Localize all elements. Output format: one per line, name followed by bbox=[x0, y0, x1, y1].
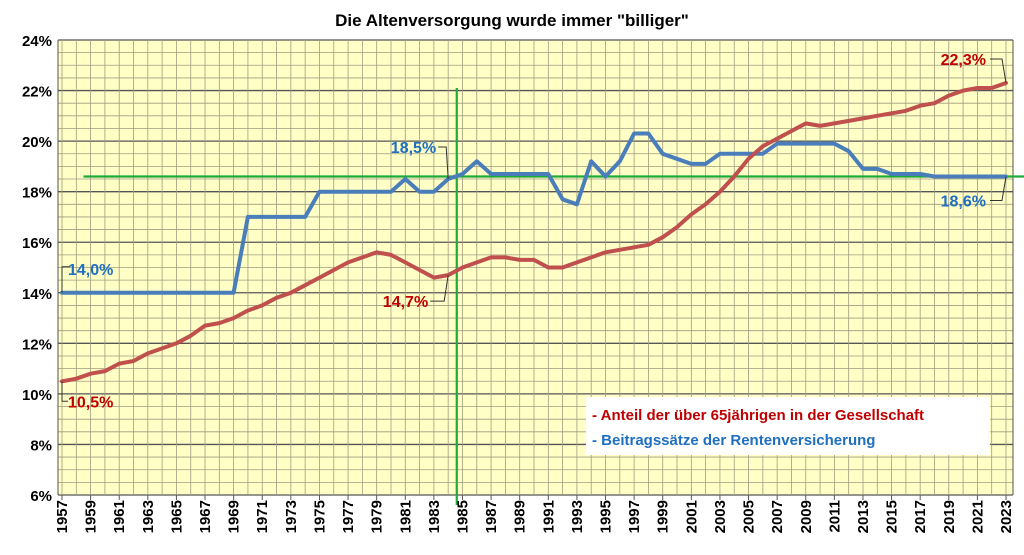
x-tick-label: 1959 bbox=[83, 500, 100, 533]
x-tick-label: 2011 bbox=[826, 500, 843, 533]
y-axis: 6% 8% 10% 12% 14% 16% 18% 20% 22% 24% bbox=[22, 33, 52, 505]
x-tick-label: 1979 bbox=[369, 500, 386, 533]
x-tick-label: 1993 bbox=[569, 500, 586, 533]
annotations: 14,0% 10,5% 18,5% 14,7% 22,3% 18,6% bbox=[61, 52, 1007, 411]
x-tick-label: 2013 bbox=[855, 500, 872, 533]
y-tick-label: 22% bbox=[22, 84, 52, 101]
data-label: 10,5% bbox=[68, 394, 113, 411]
x-tick-label: 2023 bbox=[998, 500, 1015, 533]
x-tick-label: 1971 bbox=[254, 500, 271, 533]
annotation-leader-line bbox=[990, 58, 1007, 84]
x-tick-label: 1991 bbox=[540, 500, 557, 533]
data-label: 22,3% bbox=[941, 52, 986, 69]
annotation-leader-line bbox=[61, 266, 70, 293]
x-tick-label: 1977 bbox=[340, 500, 357, 533]
legend-entry-contribution-rate: - Beitragssätze der Rentenversicherung bbox=[592, 432, 875, 449]
x-tick-label: 2001 bbox=[683, 500, 700, 533]
y-tick-label: 10% bbox=[22, 387, 52, 404]
x-tick-label: 1969 bbox=[226, 500, 243, 533]
x-tick-label: 2007 bbox=[769, 500, 786, 533]
x-tick-label: 1983 bbox=[426, 500, 443, 533]
reference-lines bbox=[83, 88, 1024, 505]
annotation-leader-line bbox=[990, 176, 1007, 201]
y-tick-label: 12% bbox=[22, 336, 52, 353]
aged-share-line bbox=[60, 81, 1008, 384]
y-tick-label: 20% bbox=[22, 134, 52, 151]
y-tick-label: 8% bbox=[30, 437, 52, 454]
data-label: 14,0% bbox=[68, 262, 113, 279]
x-tick-label: 1957 bbox=[54, 500, 71, 533]
x-tick-label: 1973 bbox=[283, 500, 300, 533]
x-tick-label: 2003 bbox=[712, 500, 729, 533]
x-tick-label: 2021 bbox=[969, 500, 986, 533]
legend: - Anteil der über 65jährigen in der Gese… bbox=[586, 397, 990, 455]
y-tick-label: 16% bbox=[22, 235, 52, 252]
x-tick-label: 1961 bbox=[111, 500, 128, 533]
legend-box bbox=[586, 397, 990, 455]
contribution-rate-line bbox=[60, 131, 1008, 295]
x-tick-label: 2017 bbox=[912, 500, 929, 533]
x-tick-label: 1999 bbox=[655, 500, 672, 533]
data-label: 18,5% bbox=[391, 140, 436, 157]
y-tick-label: 14% bbox=[22, 286, 52, 303]
legend-entry-aged-share: - Anteil der über 65jährigen in der Gese… bbox=[592, 407, 924, 424]
y-tick-label: 24% bbox=[22, 33, 52, 50]
x-tick-label: 1997 bbox=[626, 500, 643, 533]
x-tick-label: 1989 bbox=[512, 500, 529, 533]
x-axis: 1957 1959 1961 1963 1965 1967 1969 1971 1973 1975… bbox=[54, 495, 1015, 533]
x-tick-label: 1995 bbox=[598, 500, 615, 533]
x-tick-label: 1985 bbox=[454, 500, 471, 533]
x-tick-label: 1987 bbox=[483, 500, 500, 533]
chart-title: Die Altenversorgung wurde immer "billige… bbox=[335, 11, 689, 30]
x-tick-label: 2019 bbox=[941, 500, 958, 533]
x-tick-label: 1963 bbox=[140, 500, 157, 533]
series-lines bbox=[60, 81, 1008, 384]
x-tick-label: 1975 bbox=[311, 500, 328, 533]
data-label: 14,7% bbox=[383, 294, 428, 311]
annotation-leader-line bbox=[61, 381, 68, 402]
annotation-leader-line bbox=[430, 275, 449, 302]
annotation-leader-line bbox=[438, 146, 449, 180]
x-tick-label: 2015 bbox=[884, 500, 901, 533]
y-tick-label: 18% bbox=[22, 185, 52, 202]
data-label: 18,6% bbox=[941, 194, 986, 211]
x-tick-label: 2005 bbox=[741, 500, 758, 533]
x-tick-label: 1965 bbox=[168, 500, 185, 533]
x-tick-label: 1981 bbox=[397, 500, 414, 533]
x-tick-label: 2009 bbox=[798, 500, 815, 533]
y-tick-label: 6% bbox=[30, 488, 52, 505]
x-tick-label: 1967 bbox=[197, 500, 214, 533]
